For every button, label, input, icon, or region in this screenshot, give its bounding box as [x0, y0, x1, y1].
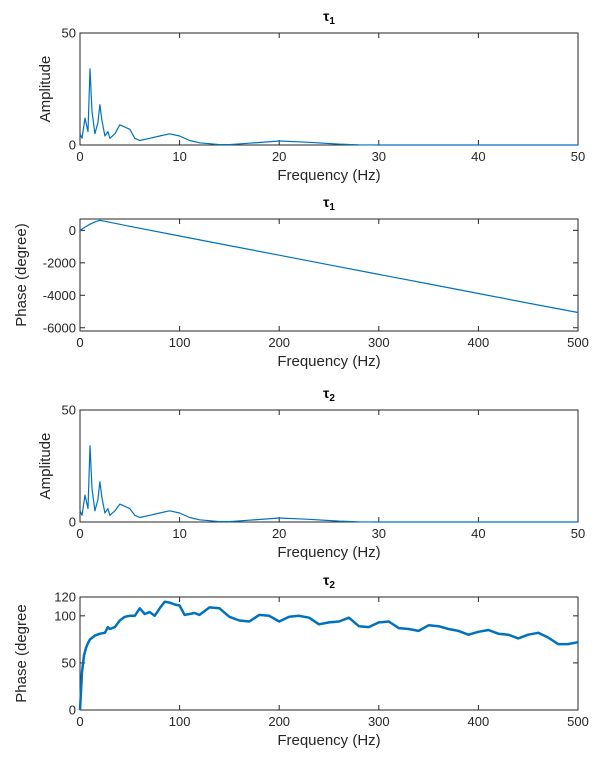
- y-tick-label: 0: [69, 223, 76, 238]
- y-tick-label: -6000: [43, 320, 76, 335]
- x-tick-label: 200: [268, 335, 290, 350]
- y-tick-label: -4000: [43, 288, 76, 303]
- axes-box: [79, 32, 579, 146]
- title-main: τ: [323, 194, 330, 210]
- panel-4-phase-tau2: 0 100 200 300 400 500 0 50 100 120 Frequency (Hz) P…: [13, 572, 589, 749]
- x-tick-label: 50: [571, 526, 585, 541]
- x-tick-label: 400: [468, 714, 490, 729]
- series-line: [79, 219, 579, 314]
- y-tick-label: 0: [69, 138, 76, 153]
- x-tick-label: 10: [172, 526, 186, 541]
- series-line: [78, 600, 579, 711]
- chart-title: τ2: [323, 385, 335, 404]
- y-axis-label: Amplitude: [37, 433, 54, 500]
- x-tick-label: 0: [76, 149, 83, 164]
- y-tick-label: 100: [54, 608, 76, 623]
- x-tick-label: 30: [372, 526, 386, 541]
- x-tick-label: 10: [172, 149, 186, 164]
- panel-3-amplitude-tau2: 0 10 20 30 40 50 0 50 Frequency (Hz) Amplitude τ2: [37, 385, 585, 561]
- x-tick-label: 40: [471, 526, 485, 541]
- title-subscript: 1: [329, 202, 335, 213]
- y-axis-label: Phase (degree: [13, 604, 30, 702]
- axes-box: [79, 218, 579, 332]
- title-main: τ: [323, 8, 330, 24]
- x-axis-label: Frequency (Hz): [277, 732, 380, 749]
- x-axis-label: Frequency (Hz): [277, 353, 380, 370]
- title-subscript: 1: [329, 16, 335, 27]
- x-tick-label: 100: [169, 714, 191, 729]
- panel-2-phase-tau1: 0 100 200 300 400 500 -6000 -4000 -2000 0 Frequenc…: [13, 194, 589, 370]
- title-main: τ: [323, 385, 330, 401]
- x-tick-label: 500: [567, 335, 589, 350]
- x-tick-label: 40: [471, 149, 485, 164]
- y-axis-label: Amplitude: [37, 56, 54, 123]
- y-axis-label: Phase (degree): [13, 223, 30, 326]
- x-axis-label: Frequency (Hz): [277, 544, 380, 561]
- y-tick-label: 0: [69, 703, 76, 718]
- y-tick-label: 50: [62, 26, 76, 41]
- x-tick-label: 50: [571, 149, 585, 164]
- x-tick-label: 20: [272, 149, 286, 164]
- y-tick-label: -2000: [43, 255, 76, 270]
- x-tick-label: 300: [368, 714, 390, 729]
- x-tick-label: 500: [567, 714, 589, 729]
- chart-title: τ1: [323, 194, 335, 213]
- axes-box: [79, 409, 579, 523]
- y-tick-label: 120: [54, 590, 76, 605]
- chart-title: τ2: [323, 572, 335, 591]
- title-subscript: 2: [329, 580, 335, 591]
- x-tick-label: 100: [169, 335, 191, 350]
- panel-1-amplitude-tau1: 0 10 20 30 40 50 0 50 Frequency (Hz) Amplitude τ1: [37, 8, 585, 184]
- x-tick-label: 20: [272, 526, 286, 541]
- x-tick-label: 0: [76, 714, 83, 729]
- x-axis-label: Frequency (Hz): [277, 167, 380, 184]
- x-tick-label: 0: [76, 335, 83, 350]
- title-main: τ: [323, 572, 330, 588]
- title-subscript: 2: [329, 393, 335, 404]
- series-line: [79, 68, 578, 146]
- x-tick-label: 200: [268, 714, 290, 729]
- y-tick-label: 50: [62, 655, 76, 670]
- x-tick-label: 30: [372, 149, 386, 164]
- y-tick-label: 50: [62, 403, 76, 418]
- x-tick-label: 300: [368, 335, 390, 350]
- series-line: [79, 445, 578, 523]
- x-tick-label: 0: [76, 526, 83, 541]
- axes-box: [79, 596, 579, 711]
- x-tick-label: 400: [468, 335, 490, 350]
- chart-title: τ1: [323, 8, 335, 27]
- y-tick-label: 0: [69, 515, 76, 530]
